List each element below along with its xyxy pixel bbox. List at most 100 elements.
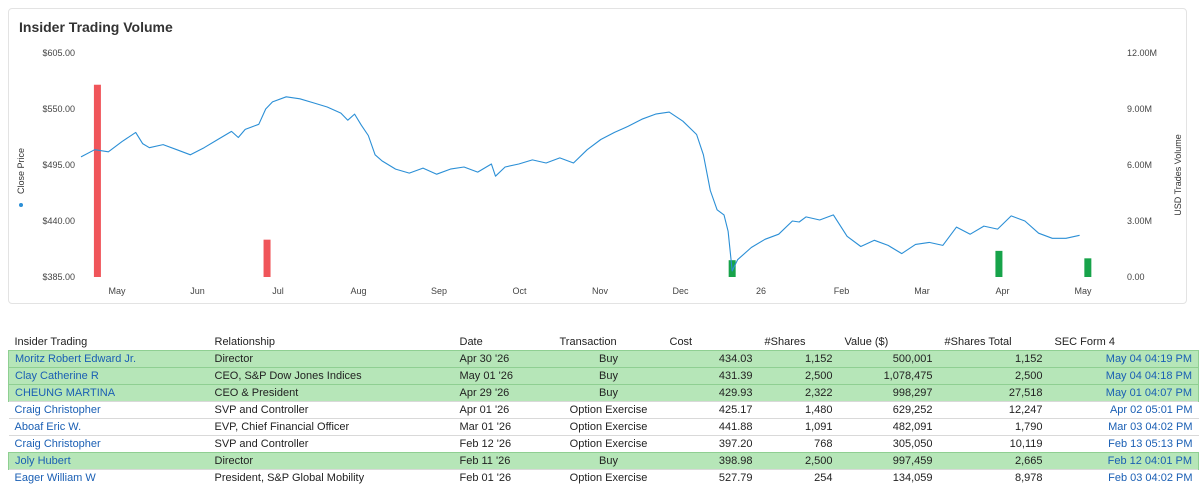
transaction-cell: Buy: [553, 367, 664, 385]
sec-form-cell: Apr 02 05:01 PM: [1048, 401, 1199, 419]
shares-total-cell: 1,790: [938, 418, 1049, 436]
relationship-cell: SVP and Controller: [208, 435, 454, 453]
x-tick-label: Mar: [914, 286, 930, 296]
insider-name-cell: CHEUNG MARTINA: [8, 384, 209, 402]
insider-name-cell: Aboaf Eric W.: [8, 418, 209, 436]
table-header-row: Insider Trading Relationship Date Transa…: [9, 333, 1199, 351]
transaction-cell: Option Exercise: [553, 435, 664, 453]
y-tick-label: $440.00: [42, 216, 75, 226]
cost-cell: 398.98: [663, 452, 759, 470]
sec-form-link[interactable]: May 01 04:07 PM: [1105, 387, 1192, 399]
sec-form-cell: Feb 13 05:13 PM: [1048, 435, 1199, 453]
y-tick-label: $495.00: [42, 160, 75, 170]
col-header-cost[interactable]: Cost: [669, 335, 693, 348]
table-row: Aboaf Eric W. EVP, Chief Financial Office…: [8, 418, 1199, 436]
table-row: Craig Christopher SVP and Controller Apr 0…: [8, 401, 1199, 419]
transaction-cell: Option Exercise: [553, 418, 664, 436]
shares-cell: 2,500: [758, 367, 839, 385]
cost-cell: 425.17: [663, 401, 759, 419]
col-header-sec-form[interactable]: SEC Form 4: [1054, 335, 1116, 348]
insider-name-link[interactable]: Joly Hubert: [15, 455, 71, 467]
sec-form-link[interactable]: Feb 03 04:02 PM: [1108, 472, 1193, 484]
table-row: Eager William W President, S&P Global Mob…: [8, 469, 1199, 486]
y2-tick-label: 9.00M: [1127, 104, 1152, 114]
sell-volume-bar: [93, 84, 101, 277]
relationship-cell: CEO & President: [208, 384, 454, 402]
col-header-shares-total[interactable]: #Shares Total: [944, 335, 1012, 348]
x-tick-label: Jun: [190, 286, 205, 296]
transaction-cell: Buy: [553, 350, 664, 368]
transaction-cell: Option Exercise: [553, 401, 664, 419]
insider-name-link[interactable]: Moritz Robert Edward Jr.: [15, 353, 137, 365]
panel-title: Insider Trading Volume: [19, 19, 173, 35]
col-header-date[interactable]: Date: [459, 335, 483, 348]
col-header-transaction[interactable]: Transaction: [559, 335, 617, 348]
date-cell: Feb 01 '26: [453, 469, 554, 486]
x-tick-label: Nov: [592, 286, 609, 296]
sec-form-cell: May 04 04:18 PM: [1048, 367, 1199, 385]
shares-cell: 254: [758, 469, 839, 486]
shares-total-cell: 2,665: [938, 452, 1049, 470]
sell-volume-bar: [263, 239, 271, 277]
relationship-cell: CEO, S&P Dow Jones Indices: [208, 367, 454, 385]
sec-form-link[interactable]: Feb 12 04:01 PM: [1107, 455, 1192, 467]
sec-form-link[interactable]: Feb 13 05:13 PM: [1108, 438, 1193, 450]
col-header-insider[interactable]: Insider Trading: [14, 335, 88, 348]
sec-form-link[interactable]: May 04 04:18 PM: [1105, 370, 1192, 382]
chart-panel: Insider Trading Volume $605.00 $550.00 $49…: [8, 8, 1187, 304]
x-tick-label: Apr: [995, 286, 1009, 296]
table-row: Joly Hubert Director Feb 11 '26 Buy 398.98 2,…: [8, 452, 1199, 470]
insider-name-link[interactable]: Craig Christopher: [14, 404, 101, 416]
insider-name-link[interactable]: Eager William W: [14, 472, 96, 484]
shares-cell: 2,500: [758, 452, 839, 470]
insider-name-cell: Craig Christopher: [8, 435, 209, 453]
shares-total-cell: 12,247: [938, 401, 1049, 419]
x-tick-label: May: [108, 286, 126, 296]
insider-name-cell: Joly Hubert: [8, 452, 209, 470]
insider-volume-chart: $605.00 $550.00 $495.00 $440.00 $385.00 12.00…: [16, 48, 1183, 296]
y-tick-label: $385.00: [42, 272, 75, 282]
shares-cell: 1,480: [758, 401, 839, 419]
date-cell: Apr 30 '26: [453, 350, 554, 368]
insider-name-link[interactable]: CHEUNG MARTINA: [15, 387, 116, 399]
sec-form-cell: May 04 04:19 PM: [1048, 350, 1199, 368]
value-cell: 997,459: [838, 452, 939, 470]
sec-form-cell: May 01 04:07 PM: [1048, 384, 1199, 402]
y2-tick-label: 6.00M: [1127, 160, 1152, 170]
table-row: Craig Christopher SVP and Controller Feb 1…: [8, 435, 1199, 453]
x-tick-label: May: [1074, 286, 1092, 296]
x-tick-label: Oct: [512, 286, 527, 296]
insider-name-cell: Moritz Robert Edward Jr.: [8, 350, 209, 368]
sec-form-link[interactable]: Apr 02 05:01 PM: [1109, 404, 1193, 416]
x-tick-label: Feb: [834, 286, 850, 296]
insider-name-link[interactable]: Clay Catherine R: [15, 370, 99, 382]
shares-cell: 1,091: [758, 418, 839, 436]
table-row: Clay Catherine R CEO, S&P Dow Jones Indic…: [8, 367, 1199, 385]
value-cell: 500,001: [838, 350, 939, 368]
shares-cell: 2,322: [758, 384, 839, 402]
col-header-value[interactable]: Value ($): [844, 335, 889, 348]
insider-name-link[interactable]: Aboaf Eric W.: [14, 421, 82, 433]
sec-form-link[interactable]: Mar 03 04:02 PM: [1108, 421, 1193, 433]
col-header-shares[interactable]: #Shares: [764, 335, 806, 348]
close-price-line: [80, 96, 1080, 272]
x-tick-label: Dec: [672, 286, 689, 296]
buy-volume-bar: [1084, 258, 1092, 277]
shares-total-cell: 1,152: [938, 350, 1049, 368]
shares-total-cell: 10,119: [938, 435, 1049, 453]
insider-name-cell: Craig Christopher: [8, 401, 209, 419]
x-tick-label: 26: [756, 286, 766, 296]
cost-cell: 429.93: [663, 384, 759, 402]
x-tick-label: Jul: [272, 286, 284, 296]
col-header-relationship[interactable]: Relationship: [214, 335, 276, 348]
legend-dot: [19, 203, 23, 207]
y-tick-label: $550.00: [42, 104, 75, 114]
table-row: Moritz Robert Edward Jr. Director Apr 30 '…: [8, 350, 1199, 368]
relationship-cell: Director: [208, 452, 454, 470]
y2-axis-title: USD Trades Volume: [1173, 134, 1183, 216]
insider-name-link[interactable]: Craig Christopher: [14, 438, 101, 450]
sec-form-link[interactable]: May 04 04:19 PM: [1105, 353, 1192, 365]
cost-cell: 441.88: [663, 418, 759, 436]
shares-total-cell: 2,500: [938, 367, 1049, 385]
cost-cell: 527.79: [663, 469, 759, 486]
